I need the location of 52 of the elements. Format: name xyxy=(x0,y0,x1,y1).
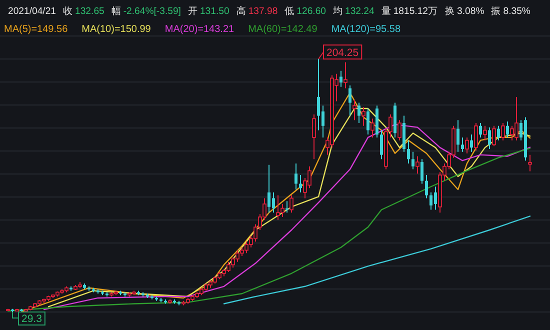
text: 均 132.24 xyxy=(332,5,376,17)
candlestick xyxy=(344,62,348,89)
text: 换 3.08% xyxy=(445,5,485,17)
candlestick xyxy=(299,174,302,193)
text: MA(120)=95.58 xyxy=(331,24,401,35)
candlestick xyxy=(492,125,496,147)
text: MA(10)=150.99 xyxy=(82,24,152,35)
candlestick xyxy=(461,136,464,152)
candlestick xyxy=(488,126,491,150)
candlestick xyxy=(348,84,352,116)
text: MA(20)=143.21 xyxy=(164,24,235,35)
candlestick xyxy=(420,158,424,184)
candlestick xyxy=(465,136,469,154)
candlestick xyxy=(294,162,298,190)
candlestick xyxy=(474,122,478,151)
candlestick xyxy=(425,174,428,199)
text: 低 126.60 xyxy=(284,6,326,17)
note: 204.25 xyxy=(318,44,362,60)
candlestick xyxy=(470,134,473,152)
candlestick xyxy=(380,130,383,160)
text: MA(60)=142.49 xyxy=(248,24,318,35)
text: 振 8.35% xyxy=(491,5,531,17)
text: 收 132.65 xyxy=(63,6,104,17)
candlestick xyxy=(528,154,532,172)
candlestick xyxy=(362,106,366,126)
candlestick xyxy=(312,114,316,160)
candlestick xyxy=(416,156,420,174)
candlestick xyxy=(366,108,370,136)
text: 量 1815.12万 xyxy=(381,6,438,17)
candlestick xyxy=(479,122,482,138)
candlestick xyxy=(483,125,487,141)
candlestick xyxy=(286,200,288,214)
candlestick xyxy=(497,125,500,141)
text: 高 137.98 xyxy=(236,5,278,17)
candlestick xyxy=(501,122,505,141)
candlestick xyxy=(456,120,460,152)
annotation: 29.3 xyxy=(22,313,42,325)
text: MA(5)=149.56 xyxy=(4,24,68,35)
candlestick xyxy=(407,140,410,164)
chart-title: 2021/04/21 xyxy=(8,6,56,17)
text: 开 131.50 xyxy=(188,6,230,17)
candlestick xyxy=(370,118,374,138)
candlestick xyxy=(398,120,402,141)
candlestick xyxy=(412,151,414,170)
candlestick xyxy=(358,102,360,124)
candlestick xyxy=(352,99,356,121)
text: 幅 -2.64%[-3.59] xyxy=(111,5,181,17)
candlestick xyxy=(506,121,509,138)
candlestick xyxy=(340,70,342,88)
candlestick xyxy=(290,194,294,214)
annotation: 204.25 xyxy=(326,47,359,59)
note: 29.3 xyxy=(12,312,46,326)
